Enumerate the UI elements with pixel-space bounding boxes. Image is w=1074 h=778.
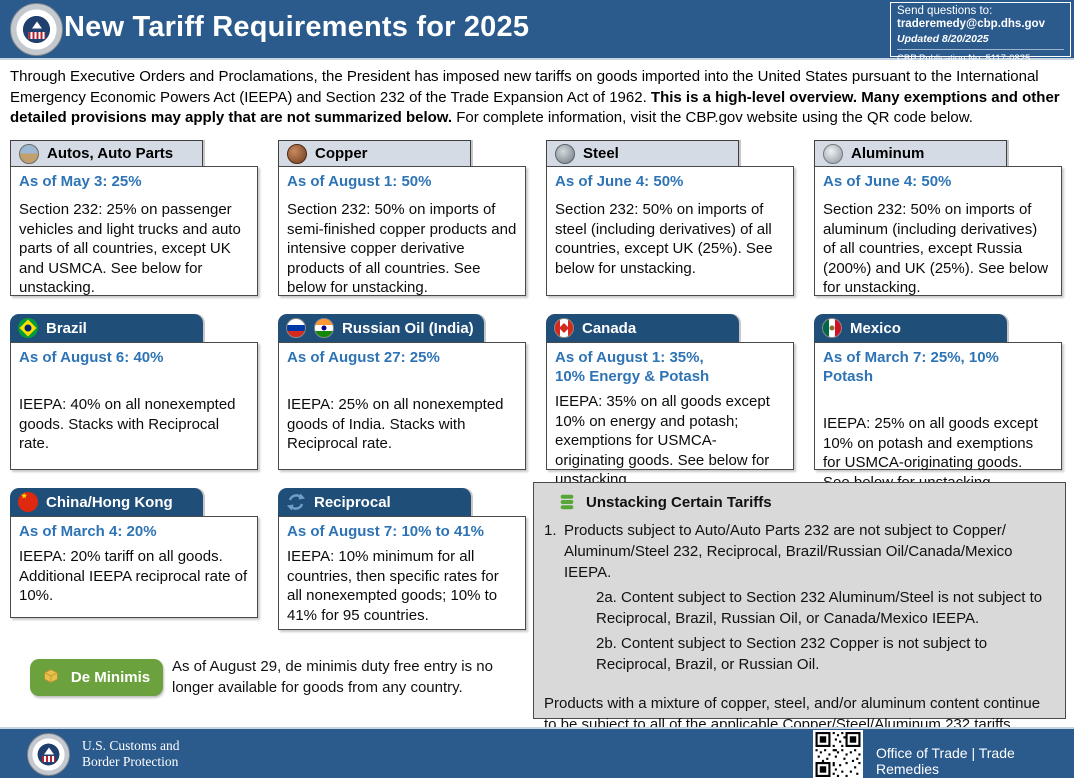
brazil-flag-icon (18, 318, 38, 338)
card-mexico-header: Mexico (814, 314, 1007, 342)
russian-oil-effective-date: As of August 27: 25% (287, 349, 440, 366)
car-icon (19, 143, 39, 164)
card-russian-oil-title: Russian Oil (India) (342, 319, 474, 337)
card-canada-body: As of August 1: 35%, 10% Energy & Potash… (546, 342, 794, 488)
unstacking-item-2a: 2a. Content subject to Section 232 Alumi… (596, 589, 1043, 627)
india-flag-icon (314, 318, 334, 338)
contact-label: Send questions to: (897, 5, 993, 17)
autos-effective-date: As of May 3: 25% (19, 173, 142, 190)
reciprocal-effective-date: As of August 7: 10% to 41% (287, 523, 484, 540)
card-autos-body: As of May 3: 25% Section 232: 25% on pas… (10, 166, 258, 296)
reciprocal-arrows-icon (286, 492, 306, 512)
reciprocal-description: IEEPA: 10% minimum for all countries, th… (287, 548, 499, 624)
de-minimis-badge: De Minimis (30, 659, 163, 696)
card-canada-header: Canada (546, 314, 739, 342)
china-effective-date: As of March 4: 20% (19, 523, 157, 540)
unstacking-item-1: 1. Products subject to Auto/Auto Parts 2… (544, 520, 1055, 583)
aluminum-description: Section 232: 50% on imports of aluminum … (823, 201, 1049, 296)
russian-oil-description: IEEPA: 25% on all nonexempted goods of I… (287, 396, 504, 452)
card-reciprocal-header: Reciprocal (278, 488, 471, 516)
card-brazil-header: Brazil (10, 314, 203, 342)
unstacking-panel: Unstacking Certain Tariffs 1. Products s… (533, 482, 1066, 733)
card-steel-title: Steel (583, 145, 619, 162)
card-russian-oil-header: Russian Oil (India) (278, 314, 484, 342)
agency-name-line1: U.S. Customs and (82, 738, 180, 753)
eagle-glyph (43, 747, 54, 755)
mexico-flag-icon (822, 318, 842, 338)
intro-text-2: For complete information, visit the CBP.… (456, 109, 973, 126)
publication-number: CBP Publication No. 5117-0825 (897, 49, 1064, 65)
steel-effective-date: As of June 4: 50% (555, 173, 684, 190)
card-steel-body: As of June 4: 50% Section 232: 50% on im… (546, 166, 794, 296)
card-china-body: As of March 4: 20% IEEPA: 20% tariff on … (10, 516, 258, 618)
de-minimis-label: De Minimis (70, 669, 151, 686)
card-steel-header: Steel (546, 140, 739, 167)
card-mexico-body: As of March 7: 25%, 10% Potash IEEPA: 25… (814, 342, 1062, 491)
card-autos-header: Autos, Auto Parts (10, 140, 203, 167)
agency-name-line2: Border Protection (82, 754, 179, 769)
steel-description: Section 232: 50% on imports of steel (in… (555, 201, 773, 277)
autos-description: Section 232: 25% on passenger vehicles a… (19, 201, 241, 296)
office-of-trade-label: Office of Trade | Trade Remedies (876, 745, 1015, 777)
card-russian-oil-body: As of August 27: 25% IEEPA: 25% on all n… (278, 342, 526, 470)
shield-stripes (41, 756, 56, 762)
updated-date: Updated 8/20/2025 (897, 33, 989, 45)
card-reciprocal-body: As of August 7: 10% to 41% IEEPA: 10% mi… (278, 516, 526, 630)
card-reciprocal-title: Reciprocal (314, 493, 391, 511)
header-bar: New Tariff Requirements for 2025 Send qu… (0, 0, 1074, 64)
unstacking-item-1-text: Products subject to Auto/Auto Parts 232 … (564, 522, 1013, 581)
card-brazil-body: As of August 6: 40% IEEPA: 40% on all no… (10, 342, 258, 470)
copper-effective-date: As of August 1: 50% (287, 173, 432, 190)
copper-coin-icon (287, 143, 307, 164)
china-description: IEEPA: 20% tariff on all goods. Addition… (19, 548, 248, 604)
canada-flag-icon (554, 318, 574, 338)
card-copper-title: Copper (315, 145, 368, 162)
footer-bar: U.S. Customs and Border Protection (0, 727, 1074, 778)
unstacking-title-row: Unstacking Certain Tariffs (544, 492, 1055, 513)
cbp-footer-seal-icon (27, 733, 70, 776)
card-brazil-title: Brazil (46, 319, 87, 337)
de-minimis-text: As of August 29, de minimis duty free en… (172, 658, 493, 696)
contact-email[interactable]: traderemedy@cbp.dhs.gov (897, 18, 1045, 30)
card-autos-title: Autos, Auto Parts (47, 145, 174, 162)
copper-description: Section 232: 50% on imports of semi-fini… (287, 201, 517, 296)
china-flag-icon: ★ (18, 492, 38, 512)
mexico-effective-date: As of March 7: 25%, 10% Potash (823, 349, 999, 385)
agency-name: U.S. Customs and Border Protection (82, 738, 180, 770)
canada-effective-date: As of August 1: 35%, 10% Energy & Potash (555, 349, 710, 385)
card-mexico-title: Mexico (850, 319, 901, 337)
cbp-seal-icon (10, 3, 63, 56)
eagle-glyph (31, 21, 42, 29)
intro-text-bold: This is a high-level overview. Many exem… (10, 88, 1060, 127)
page-title: New Tariff Requirements for 2025 (64, 11, 530, 43)
brazil-description: IEEPA: 40% on all nonexempted goods. Sta… (19, 396, 236, 452)
steel-gear-icon (555, 143, 575, 164)
intro-text-1: Through Executive Orders and Proclamatio… (10, 68, 1039, 106)
card-aluminum-header: Aluminum (814, 140, 1007, 167)
aluminum-effective-date: As of June 4: 50% (823, 173, 952, 190)
card-canada-title: Canada (582, 319, 637, 337)
unstacking-title: Unstacking Certain Tariffs (586, 494, 772, 511)
card-china-header: ★ China/Hong Kong (10, 488, 203, 516)
shield-stripes (27, 31, 46, 39)
unstacking-item-1-number: 1. (544, 522, 557, 539)
brazil-effective-date: As of August 6: 40% (19, 349, 164, 366)
mexico-description: IEEPA: 25% on all goods except 10% on po… (823, 415, 1038, 491)
card-copper-header: Copper (278, 140, 471, 167)
card-aluminum-body: As of June 4: 50% Section 232: 50% on im… (814, 166, 1062, 296)
card-aluminum-title: Aluminum (851, 145, 925, 162)
aluminum-foil-icon (823, 143, 843, 164)
qr-code (813, 730, 863, 778)
stacked-coins-icon (558, 493, 578, 513)
intro-paragraph: Through Executive Orders and Proclamatio… (10, 67, 1066, 129)
card-copper-body: As of August 1: 50% Section 232: 50% on … (278, 166, 526, 296)
russia-flag-icon (286, 318, 306, 338)
contact-box: Send questions to: traderemedy@cbp.dhs.g… (890, 2, 1071, 64)
package-icon (43, 668, 63, 688)
unstacking-item-2b: 2b. Content subject to Section 232 Coppe… (596, 635, 988, 673)
card-china-title: China/Hong Kong (46, 493, 173, 511)
canada-description: IEEPA: 35% on all goods except 10% on en… (555, 393, 770, 488)
